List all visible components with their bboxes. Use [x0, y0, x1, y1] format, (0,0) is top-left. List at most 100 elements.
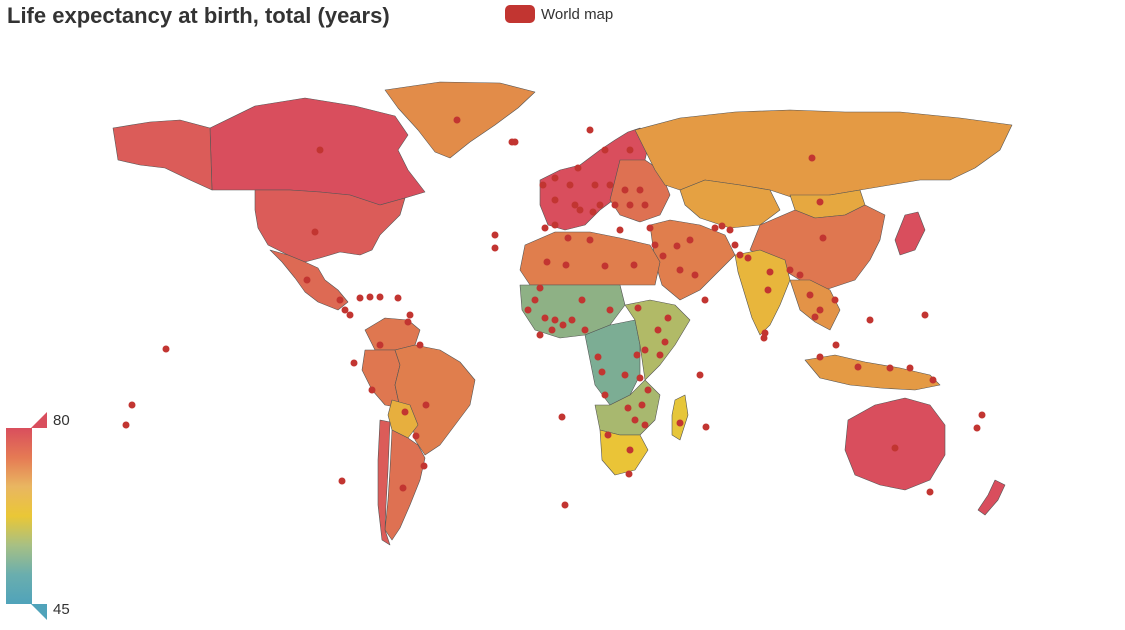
series-point[interactable] [664, 314, 672, 322]
series-point[interactable] [811, 313, 819, 321]
series-point[interactable] [638, 401, 646, 409]
series-point[interactable] [422, 401, 430, 409]
series-point[interactable] [453, 116, 461, 124]
series-point[interactable] [786, 266, 794, 274]
region-madagascar[interactable] [671, 394, 689, 441]
series-point[interactable] [654, 326, 662, 334]
series-point[interactable] [631, 416, 639, 424]
series-point[interactable] [316, 146, 324, 154]
series-point[interactable] [625, 470, 633, 478]
region-peru-ecuador[interactable] [361, 349, 401, 409]
series-point[interactable] [816, 353, 824, 361]
series-point[interactable] [562, 261, 570, 269]
series-point[interactable] [368, 386, 376, 394]
series-point[interactable] [598, 368, 606, 376]
series-point[interactable] [611, 201, 619, 209]
series-point[interactable] [626, 146, 634, 154]
series-point[interactable] [311, 228, 319, 236]
series-point[interactable] [636, 374, 644, 382]
series-point[interactable] [303, 276, 311, 284]
series-point[interactable] [571, 201, 579, 209]
series-point[interactable] [978, 411, 986, 419]
series-point[interactable] [558, 413, 566, 421]
series-point[interactable] [578, 296, 586, 304]
series-point[interactable] [921, 311, 929, 319]
series-point[interactable] [356, 294, 364, 302]
series-point[interactable] [601, 391, 609, 399]
series-point[interactable] [412, 432, 420, 440]
series-point[interactable] [744, 254, 752, 262]
series-point[interactable] [350, 359, 358, 367]
region-colombia-venezuela[interactable] [364, 317, 421, 351]
series-point[interactable] [551, 174, 559, 182]
series-point[interactable] [686, 236, 694, 244]
series-point[interactable] [661, 338, 669, 346]
series-point[interactable] [731, 241, 739, 249]
series-point[interactable] [589, 208, 597, 216]
series-point[interactable] [646, 224, 654, 232]
series-point[interactable] [701, 296, 709, 304]
series-point[interactable] [531, 296, 539, 304]
series-point[interactable] [122, 421, 130, 429]
series-point[interactable] [806, 291, 814, 299]
series-point[interactable] [401, 408, 409, 416]
series-point[interactable] [420, 462, 428, 470]
series-point[interactable] [630, 261, 638, 269]
series-point[interactable] [854, 363, 862, 371]
series-point[interactable] [591, 181, 599, 189]
series-point[interactable] [634, 304, 642, 312]
series-point[interactable] [616, 226, 624, 234]
series-point[interactable] [891, 444, 899, 452]
series-point[interactable] [906, 364, 914, 372]
region-new-zealand[interactable] [977, 479, 1006, 516]
series-point[interactable] [543, 258, 551, 266]
series-point[interactable] [641, 346, 649, 354]
series-point[interactable] [624, 404, 632, 412]
series-point[interactable] [564, 234, 572, 242]
series-point[interactable] [760, 334, 768, 342]
series-point[interactable] [621, 371, 629, 379]
series-point[interactable] [576, 206, 584, 214]
region-argentina[interactable] [384, 429, 426, 541]
series-point[interactable] [659, 252, 667, 260]
series-point[interactable] [626, 201, 634, 209]
series-point[interactable] [394, 294, 402, 302]
series-point[interactable] [656, 351, 664, 359]
series-point[interactable] [606, 306, 614, 314]
series-point[interactable] [338, 477, 346, 485]
series-point[interactable] [162, 345, 170, 353]
series-point[interactable] [581, 326, 589, 334]
region-indonesia[interactable] [804, 354, 941, 391]
series-point[interactable] [568, 316, 576, 324]
series-point[interactable] [336, 296, 344, 304]
series-point[interactable] [551, 221, 559, 229]
series-point[interactable] [346, 311, 354, 319]
map-regions[interactable] [112, 81, 1013, 546]
series-point[interactable] [866, 316, 874, 324]
region-kazakhstan[interactable] [679, 179, 781, 229]
series-point[interactable] [586, 126, 594, 134]
series-point[interactable] [641, 421, 649, 429]
series-point[interactable] [376, 293, 384, 301]
region-india[interactable] [734, 249, 791, 336]
region-middle-east[interactable] [649, 219, 736, 301]
series-point[interactable] [973, 424, 981, 432]
series-point[interactable] [574, 164, 582, 172]
series-point[interactable] [406, 311, 414, 319]
region-southeast-asia[interactable] [789, 279, 841, 331]
series-point[interactable] [929, 376, 937, 384]
series-point[interactable] [831, 296, 839, 304]
series-point[interactable] [551, 196, 559, 204]
series-point[interactable] [808, 154, 816, 162]
series-point[interactable] [673, 242, 681, 250]
series-point[interactable] [764, 286, 772, 294]
series-point[interactable] [536, 284, 544, 292]
series-point[interactable] [341, 306, 349, 314]
series-point[interactable] [691, 271, 699, 279]
series-point[interactable] [832, 341, 840, 349]
region-south-africa[interactable] [599, 429, 649, 476]
series-point[interactable] [736, 251, 744, 259]
region-usa[interactable] [254, 189, 406, 263]
series-point[interactable] [559, 321, 567, 329]
